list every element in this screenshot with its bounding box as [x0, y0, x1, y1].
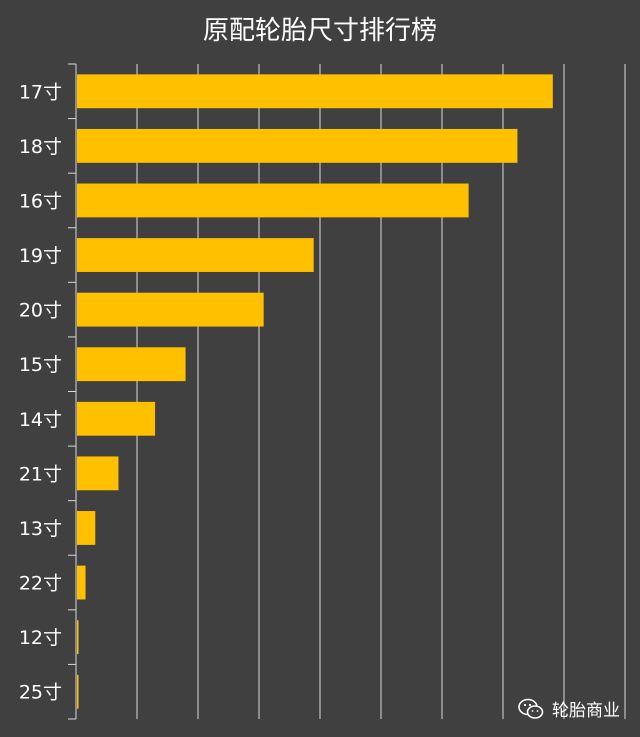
- chart-title: 原配轮胎尺寸排行榜: [202, 16, 437, 46]
- category-label: 19寸: [19, 245, 62, 267]
- bar: [77, 456, 119, 491]
- bar: [77, 238, 314, 272]
- bar: [77, 347, 186, 382]
- category-label: 13寸: [19, 518, 62, 540]
- watermark: 轮胎商业: [518, 696, 620, 721]
- bar: [77, 511, 96, 545]
- wechat-icon: [518, 698, 544, 719]
- category-label: 17寸: [19, 81, 62, 103]
- category-label: 16寸: [19, 190, 62, 212]
- bar: [77, 128, 518, 163]
- bar: [77, 74, 553, 109]
- bar: [77, 565, 86, 600]
- category-label: 14寸: [19, 409, 62, 431]
- bar: [77, 674, 79, 709]
- category-label: 12寸: [19, 627, 62, 649]
- bar: [77, 292, 264, 327]
- category-label: 21寸: [19, 463, 62, 485]
- bar: [77, 401, 156, 436]
- category-label: 20寸: [19, 300, 62, 322]
- category-label: 25寸: [19, 682, 62, 704]
- watermark-text: 轮胎商业: [552, 701, 620, 721]
- category-label: 18寸: [19, 136, 62, 158]
- category-label: 22寸: [19, 573, 62, 595]
- bar: [77, 183, 469, 218]
- category-label: 15寸: [19, 354, 62, 376]
- bar: [77, 620, 79, 655]
